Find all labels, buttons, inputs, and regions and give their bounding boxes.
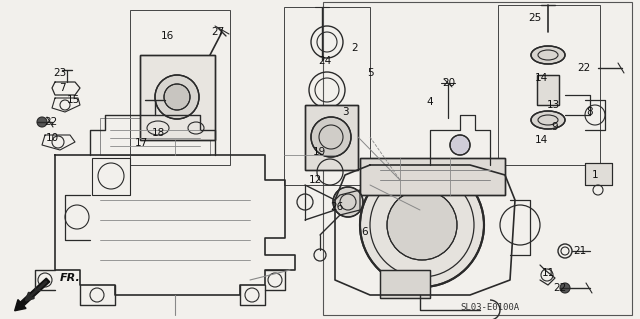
Circle shape <box>560 283 570 293</box>
Circle shape <box>450 135 470 155</box>
Text: 6: 6 <box>362 227 368 237</box>
Text: 24: 24 <box>318 56 332 66</box>
Text: 13: 13 <box>547 100 559 110</box>
Text: 21: 21 <box>573 246 587 256</box>
Bar <box>380 270 430 298</box>
Circle shape <box>155 75 199 119</box>
Text: 11: 11 <box>541 268 555 278</box>
Text: 26: 26 <box>330 202 344 212</box>
Text: 1: 1 <box>592 170 598 180</box>
Text: 22: 22 <box>577 63 591 73</box>
Bar <box>305 105 358 170</box>
Circle shape <box>164 84 190 110</box>
Text: 23: 23 <box>53 68 67 78</box>
Text: 10: 10 <box>45 133 59 143</box>
Bar <box>380 270 430 298</box>
Bar <box>323 2 632 315</box>
Text: FR.: FR. <box>60 273 81 283</box>
Bar <box>140 55 215 140</box>
Text: 5: 5 <box>367 68 373 78</box>
Text: 2: 2 <box>352 43 358 53</box>
Circle shape <box>333 187 363 217</box>
Text: 3: 3 <box>342 107 348 117</box>
Circle shape <box>311 117 351 157</box>
Circle shape <box>37 117 47 127</box>
Text: 4: 4 <box>427 97 433 107</box>
Text: 18: 18 <box>152 128 164 138</box>
Text: 9: 9 <box>552 122 558 132</box>
Text: 17: 17 <box>134 138 148 148</box>
Bar <box>92 158 130 195</box>
Bar <box>585 163 612 185</box>
Bar <box>537 75 559 105</box>
Bar <box>284 7 370 185</box>
Bar <box>360 158 505 195</box>
Text: 19: 19 <box>312 147 326 157</box>
Text: 25: 25 <box>529 13 541 23</box>
FancyArrow shape <box>15 278 50 311</box>
Text: 14: 14 <box>534 73 548 83</box>
Text: 16: 16 <box>161 31 173 41</box>
Ellipse shape <box>531 111 565 129</box>
Text: SL03-E0100A: SL03-E0100A <box>460 303 520 312</box>
Ellipse shape <box>531 46 565 64</box>
Text: 14: 14 <box>534 135 548 145</box>
Bar <box>498 5 600 165</box>
Bar <box>360 158 505 195</box>
Bar <box>100 118 210 155</box>
Text: 15: 15 <box>67 95 79 105</box>
Text: 27: 27 <box>211 27 225 37</box>
Text: 20: 20 <box>442 78 456 88</box>
Text: 22: 22 <box>554 283 566 293</box>
Bar <box>585 163 612 185</box>
Bar <box>305 105 358 170</box>
Text: 12: 12 <box>308 175 322 185</box>
Text: 22: 22 <box>44 117 58 127</box>
Bar <box>537 75 559 105</box>
Text: 7: 7 <box>59 83 65 93</box>
Bar <box>130 10 230 165</box>
Bar <box>140 55 215 140</box>
Text: 8: 8 <box>587 107 593 117</box>
Circle shape <box>387 190 457 260</box>
Circle shape <box>360 163 484 287</box>
